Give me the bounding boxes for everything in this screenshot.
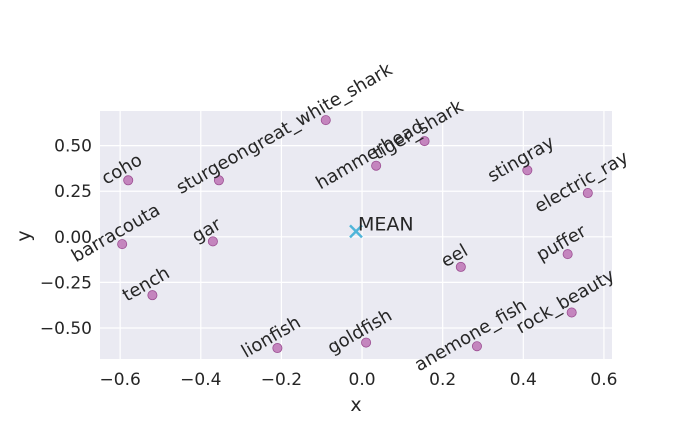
data-point <box>566 307 577 318</box>
data-point <box>117 239 128 250</box>
y-axis-ticks: −0.50 −0.25 0.00 0.25 0.50 <box>40 137 92 339</box>
data-point <box>471 341 482 352</box>
data-point <box>147 290 158 301</box>
y-tick-label: 0.50 <box>54 137 92 157</box>
x-tick-label: 0.0 <box>349 370 376 390</box>
y-tick-label: 0.00 <box>54 228 92 248</box>
y-tick-label: −0.25 <box>40 273 92 293</box>
x-tick-label: 0.4 <box>510 370 537 390</box>
mean-marker <box>349 224 363 239</box>
data-point <box>419 136 430 147</box>
y-tick-label: 0.25 <box>54 182 92 202</box>
data-point <box>522 165 533 176</box>
data-point <box>582 188 593 199</box>
x-tick-label: −0.6 <box>100 370 141 390</box>
mean-marker-group: MEAN <box>349 213 414 239</box>
x-axis-title: x <box>350 394 361 416</box>
x-axis-ticks: −0.6 −0.4 −0.2 0.0 0.2 0.4 0.6 <box>100 370 618 390</box>
x-tick-label: 0.2 <box>429 370 456 390</box>
x-tick-label: −0.2 <box>261 370 302 390</box>
x-tick-label: 0.6 <box>590 370 617 390</box>
mean-label: MEAN <box>358 213 414 235</box>
data-point <box>213 175 224 186</box>
data-point <box>207 236 218 247</box>
grid <box>100 111 612 359</box>
x-tick-label: −0.4 <box>180 370 221 390</box>
y-axis-title: y <box>13 230 35 241</box>
y-tick-label: −0.50 <box>40 319 92 339</box>
data-point <box>320 115 331 126</box>
data-point <box>272 343 283 354</box>
data-point <box>455 261 466 272</box>
data-point <box>371 160 382 171</box>
plot-area <box>100 111 612 359</box>
data-point <box>562 249 573 260</box>
data-point <box>361 337 372 348</box>
data-point <box>123 175 134 186</box>
